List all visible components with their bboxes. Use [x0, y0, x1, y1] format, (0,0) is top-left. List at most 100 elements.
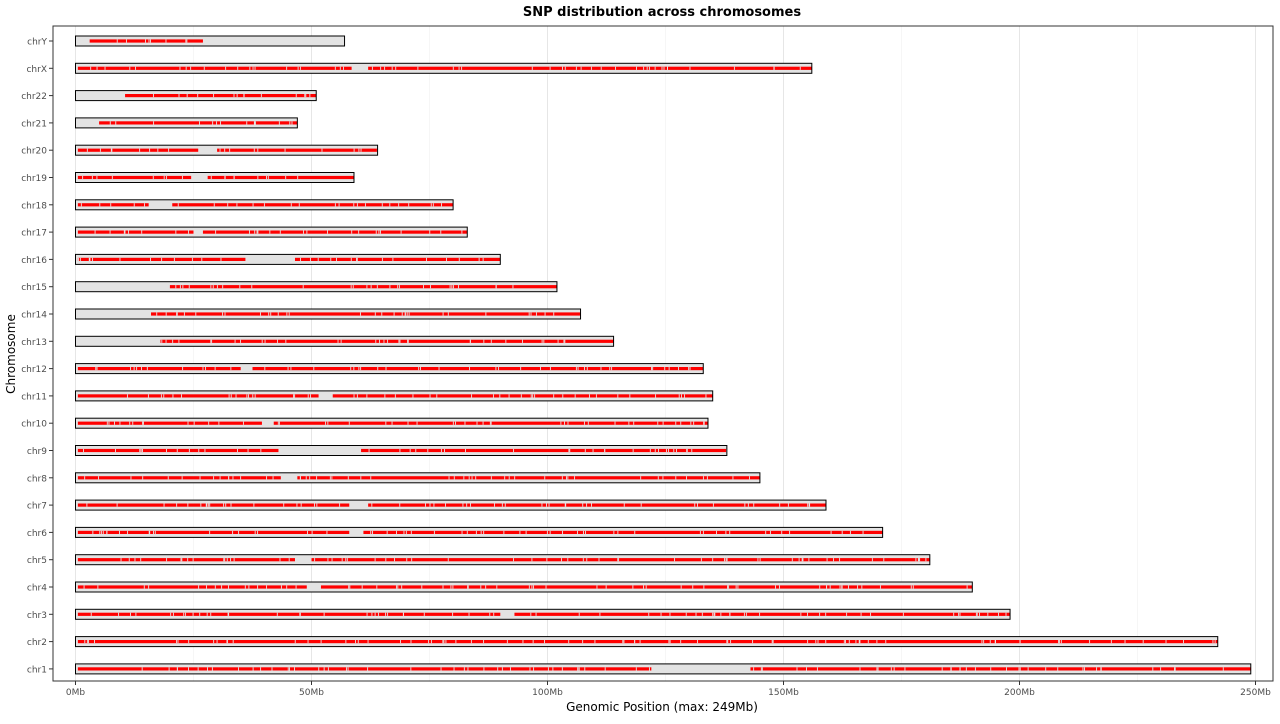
- snp-gap: [418, 367, 420, 371]
- snp-gap: [594, 640, 596, 644]
- snp-gap: [133, 203, 135, 207]
- snp-gap: [356, 257, 357, 261]
- snp-gap: [193, 421, 195, 425]
- snp-gap: [990, 667, 992, 671]
- snp-gap: [987, 612, 989, 616]
- snp-gap: [348, 585, 350, 589]
- snp-gap: [207, 503, 209, 507]
- snp-gap: [135, 612, 137, 616]
- snp-gap: [1096, 667, 1098, 671]
- snp-gap: [192, 612, 194, 616]
- chromosome-outline: [75, 390, 714, 402]
- snp-gap: [760, 667, 762, 671]
- snp-gap: [577, 530, 578, 534]
- snp-gap: [272, 476, 274, 480]
- snp-gap: [186, 39, 188, 43]
- snp-gap: [463, 667, 465, 671]
- snp-gap: [88, 640, 89, 644]
- snp-gap: [299, 476, 301, 480]
- snp-gap: [230, 367, 232, 371]
- x-tick-label: 200Mb: [1004, 688, 1035, 698]
- snp-gap: [482, 257, 484, 261]
- snp-gap: [535, 312, 537, 316]
- snp-gap: [198, 448, 200, 453]
- snp-gap: [635, 667, 637, 671]
- snp-gap: [327, 667, 329, 671]
- snp-gap: [680, 421, 682, 425]
- snp-gap: [660, 612, 662, 616]
- y-tick-label: chr9: [27, 447, 47, 457]
- snp-gap: [468, 476, 470, 480]
- snp-gap: [246, 121, 248, 125]
- snp-gap: [277, 312, 279, 316]
- snp-gap: [124, 230, 126, 234]
- snp-gap: [575, 367, 577, 371]
- snp-gap: [115, 448, 116, 453]
- snp-gap: [590, 503, 592, 507]
- snp-density-band: [363, 530, 883, 534]
- snp-gap: [574, 394, 576, 398]
- snp-gap: [224, 558, 226, 562]
- snp-gap: [846, 612, 848, 616]
- snp-gap: [860, 612, 862, 616]
- snp-gap: [440, 230, 442, 234]
- snp-gap: [808, 558, 810, 562]
- snp-density-band: [77, 558, 295, 562]
- snp-gap: [580, 66, 582, 70]
- snp-gap: [582, 558, 584, 562]
- snp-gap: [561, 667, 563, 671]
- x-tick-label: 150Mb: [768, 688, 799, 698]
- snp-gap: [729, 530, 731, 534]
- snp-gap: [801, 558, 803, 562]
- snp-gap: [115, 121, 117, 125]
- snp-gap: [142, 448, 143, 453]
- snp-gap: [662, 421, 664, 425]
- snp-gap: [197, 94, 199, 98]
- snp-gap: [309, 94, 311, 98]
- snp-gap: [703, 421, 705, 425]
- snp-gap: [284, 148, 286, 152]
- snp-gap: [211, 339, 213, 343]
- snp-gap: [410, 530, 412, 534]
- snp-gap: [358, 230, 360, 234]
- snp-gap: [815, 640, 817, 644]
- snp-gap: [482, 421, 484, 425]
- snp-gap: [228, 476, 230, 480]
- snp-gap: [789, 530, 791, 534]
- snp-gap: [408, 312, 410, 316]
- snp-gap: [252, 394, 254, 398]
- snp-gap: [228, 612, 230, 616]
- snp-gap: [230, 503, 232, 507]
- snp-gap: [216, 121, 218, 125]
- snp-gap: [134, 558, 136, 562]
- snp-gap: [966, 585, 968, 589]
- snp-gap: [429, 503, 431, 507]
- snp-gap: [520, 394, 522, 398]
- snp-gap: [257, 175, 259, 180]
- snp-gap: [416, 421, 418, 425]
- snp-gap: [385, 421, 387, 425]
- snp-gap: [470, 503, 471, 507]
- snp-gap: [229, 148, 231, 152]
- snp-gap: [389, 203, 391, 207]
- snp-density-band: [160, 339, 614, 343]
- snp-gap: [701, 612, 703, 616]
- snp-gap: [154, 530, 156, 534]
- snp-gap: [307, 394, 309, 398]
- snp-gap: [489, 612, 491, 616]
- y-tick-label: chr13: [21, 338, 47, 348]
- y-tick-label: chr18: [21, 201, 47, 211]
- snp-gap: [965, 667, 967, 671]
- snp-gap: [544, 476, 546, 480]
- chromosome-outline: [75, 581, 973, 593]
- snp-gap: [577, 367, 579, 371]
- snp-gap: [475, 530, 477, 534]
- snp-gap: [350, 285, 352, 289]
- snp-gap: [353, 367, 355, 371]
- snp-gap: [508, 394, 510, 398]
- snp-gap: [885, 640, 887, 644]
- axis-layer: chr1 chr2 chr3 chr4 chr5 chr6 chr7 chr8 chr9 chr1…: [21, 38, 1271, 699]
- snp-gap: [483, 640, 485, 644]
- snp-gap: [503, 530, 505, 534]
- panel-border: [52, 25, 1274, 682]
